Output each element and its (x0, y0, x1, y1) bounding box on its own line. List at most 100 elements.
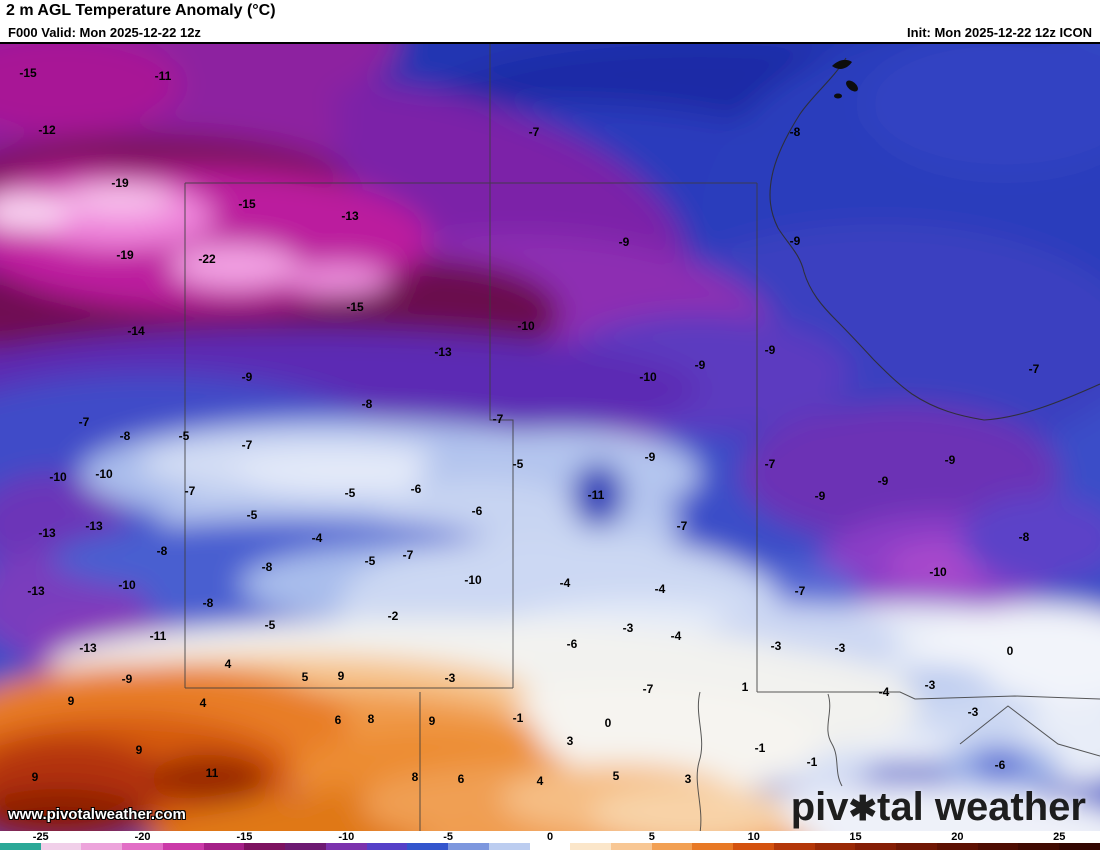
colorbar-tick: -25 (32, 831, 49, 843)
temp-label: -7 (78, 415, 90, 429)
temp-label: -9 (121, 672, 133, 686)
colorbar-segment (855, 843, 897, 850)
temp-label: -1 (512, 711, 524, 725)
colorbar-segment (81, 843, 123, 850)
colorbar-tick: 20 (951, 831, 964, 843)
temp-label: -9 (694, 358, 706, 372)
temp-label: -7 (676, 519, 688, 533)
temp-label: -7 (184, 484, 196, 498)
colorbar-segment (40, 843, 82, 850)
temp-label: 9 (135, 743, 143, 757)
temp-label: -4 (311, 531, 323, 545)
colorbar-segment (733, 843, 774, 850)
temp-label: 3 (566, 734, 574, 748)
temp-label: -9 (944, 453, 956, 467)
temperature-field-blobs (0, 44, 1100, 831)
temp-label: 5 (612, 769, 620, 783)
colorbar-segment (1018, 843, 1060, 850)
temp-label: -9 (814, 489, 826, 503)
temp-label: -4 (559, 576, 571, 590)
temp-label: -14 (127, 324, 145, 338)
colorbar-segment (692, 843, 734, 850)
temp-label: -8 (789, 125, 801, 139)
temp-label: -9 (644, 450, 656, 464)
temp-label: -8 (119, 429, 131, 443)
colorbar-segment (529, 843, 571, 850)
temp-label: -3 (622, 621, 634, 635)
colorbar-segment (285, 843, 326, 850)
colorbar-segment (0, 843, 41, 850)
temp-label: -13 (85, 519, 103, 533)
temp-label: 4 (199, 696, 207, 710)
colorbar-segment (773, 843, 815, 850)
temp-label: 11 (205, 766, 219, 780)
temp-label: -8 (202, 596, 214, 610)
temp-label: -7 (402, 548, 414, 562)
logo-star-icon: ✱ (848, 790, 878, 828)
temp-label: -7 (492, 412, 504, 426)
colorbar-tick: -10 (338, 831, 355, 843)
colorbar-segment (244, 843, 286, 850)
colorbar-segment (611, 843, 652, 850)
temp-label: 8 (411, 770, 419, 784)
temp-label: -3 (770, 639, 782, 653)
temp-label: -19 (116, 248, 134, 262)
temp-label: -13 (27, 584, 45, 598)
temp-label: -5 (512, 457, 524, 471)
lake-marks (832, 59, 858, 99)
colorbar-tick: -15 (236, 831, 253, 843)
temp-label: -9 (877, 474, 889, 488)
logo-text-post: tal weather (877, 785, 1086, 829)
colorbar-segment (896, 843, 937, 850)
temp-label: -10 (517, 319, 535, 333)
temp-label: -7 (642, 682, 654, 696)
temp-label: -10 (639, 370, 657, 384)
temp-label: 5 (301, 670, 309, 684)
temp-label: -13 (434, 345, 452, 359)
temp-label: -5 (178, 429, 190, 443)
temp-label: -4 (878, 685, 890, 699)
temp-label: -3 (834, 641, 846, 655)
temp-label: -10 (464, 573, 482, 587)
temp-label: -12 (38, 123, 56, 137)
temp-label: -3 (967, 705, 979, 719)
temp-label: -10 (49, 470, 67, 484)
anomaly-map: -15 -11 -12 -7 -8 -19 -15 -13 -9 -9 -19 -22 -15 -14 -1… (0, 42, 1100, 831)
temp-label: 9 (337, 669, 345, 683)
colorbar-segment (122, 843, 163, 850)
valid-time-label: F000 Valid: Mon 2025-12-22 12z (8, 24, 201, 40)
temp-label: -4 (654, 582, 666, 596)
temp-label: -1 (754, 741, 766, 755)
temp-labels: -15 -11 -12 -7 -8 -19 -15 -13 -9 -9 -19 -22 -15 -14 -1… (0, 44, 1100, 831)
temp-label: -13 (79, 641, 97, 655)
temp-label: 6 (334, 713, 342, 727)
init-time-label: Init: Mon 2025-12-22 12z ICON (907, 24, 1092, 40)
temp-label: -9 (618, 235, 630, 249)
colorbar-tick: -5 (443, 831, 454, 843)
temp-label: -8 (261, 560, 273, 574)
temp-label: -15 (19, 66, 37, 80)
temp-label: -7 (528, 125, 540, 139)
temp-label: -13 (341, 209, 359, 223)
colorbar-segment (977, 843, 1019, 850)
temp-label: -6 (994, 758, 1006, 772)
colorbar-tick: 5 (648, 831, 655, 843)
temp-label: -6 (471, 504, 483, 518)
colorbar-segment (814, 843, 856, 850)
temp-label: 0 (604, 716, 612, 730)
temp-label: 1 (741, 680, 749, 694)
temp-label: -15 (346, 300, 364, 314)
temp-label: -8 (361, 397, 373, 411)
temp-label: 4 (224, 657, 232, 671)
colorbar-segment (407, 843, 449, 850)
temp-label: -6 (566, 637, 578, 651)
colorbar-segment (1059, 843, 1100, 850)
colorbar-segment (570, 843, 612, 850)
temp-label: -4 (670, 629, 682, 643)
river-borders (769, 57, 1100, 421)
colorbar-ticks: -25 -20 -15 -10 -5 0 5 10 15 20 25 (0, 831, 1100, 843)
temp-label: -9 (789, 234, 801, 248)
pivotal-weather-logo: piv✱tal weather (791, 787, 1086, 827)
state-borders (184, 44, 1100, 831)
temp-label: -9 (764, 343, 776, 357)
